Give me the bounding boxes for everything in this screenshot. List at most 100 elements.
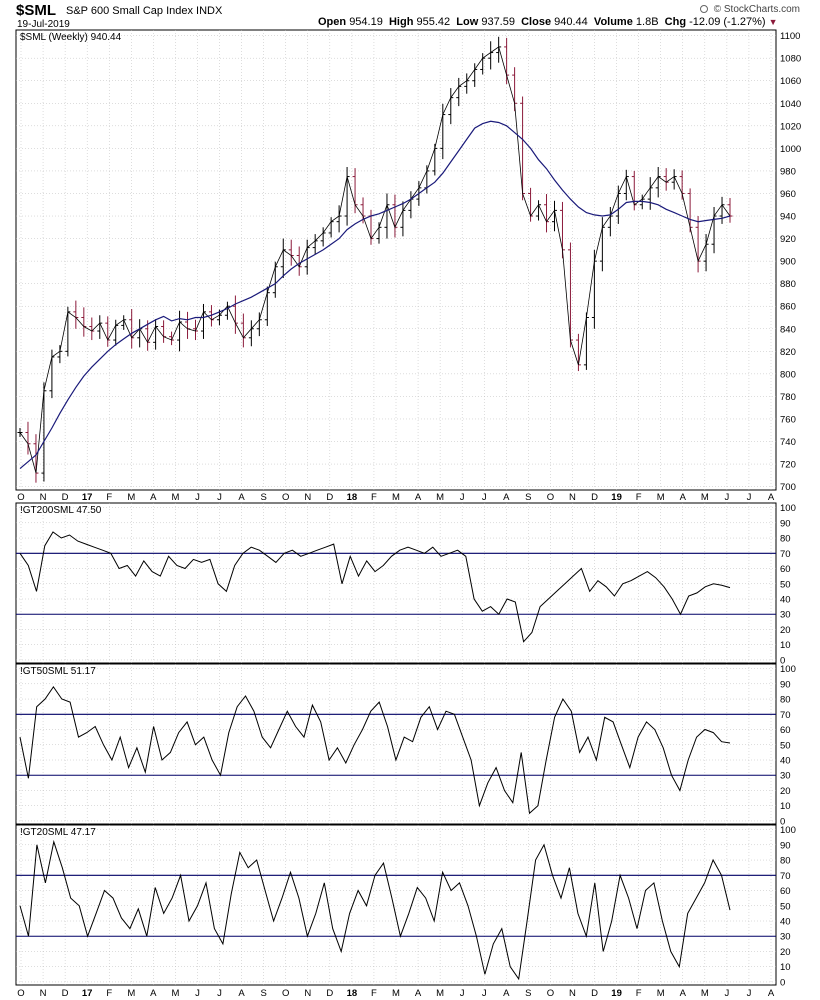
panel-title: $SML (Weekly) 940.44 [20,32,122,43]
x-tick-label: F [371,988,377,999]
panel-title: !GT20SML 47.17 [20,827,96,838]
y-tick-label: 900 [780,257,796,268]
x-tick-label: J [460,492,465,503]
y-tick-label: 920 [780,234,796,245]
y-tick-label: 70 [780,871,791,882]
x-tick-label: O [17,492,24,503]
y-tick-label: 0 [780,816,785,827]
y-tick-label: 1100 [780,31,800,42]
y-tick-label: 800 [780,369,796,380]
x-tick-label: M [657,492,665,503]
y-tick-label: 740 [780,437,796,448]
low-value: 937.59 [481,16,515,28]
x-tick-label: F [106,492,112,503]
chg-label: Chg [664,16,687,28]
x-tick-label: J [747,492,752,503]
x-tick-label: S [260,988,266,999]
y-tick-label: 70 [780,549,791,560]
y-tick-label: 80 [780,534,791,545]
y-tick-label: 0 [780,655,785,666]
description-text: S&P 600 Small Cap Index [66,5,193,17]
x-tick-label: M [127,988,135,999]
x-tick-label: J [217,988,222,999]
panel-title: !GT200SML 47.50 [20,505,102,516]
y-tick-label: 960 [780,189,796,200]
x-tick-label: S [260,492,266,503]
x-tick-label: J [217,492,222,503]
x-tick-label: A [768,988,775,999]
x-tick-label: O [17,988,24,999]
x-tick-label: M [701,988,709,999]
y-tick-label: 50 [780,579,791,590]
x-tick-label: A [415,988,422,999]
y-tick-label: 80 [780,695,791,706]
x-tick-label: S [525,492,531,503]
close-value: 940.44 [554,16,588,28]
panel-title: !GT50SML 51.17 [20,666,96,677]
x-tick-label: 18 [347,492,358,503]
breadth-line [19,686,731,815]
open-label: Open [318,16,347,28]
close-label: Close [521,16,552,28]
y-tick-label: 40 [780,917,791,928]
x-tick-label: M [436,492,444,503]
y-tick-label: 10 [780,801,791,812]
y-tick-label: 40 [780,756,791,767]
x-tick-label: J [482,492,487,503]
moving-average-line [19,120,731,470]
y-tick-label: 50 [780,740,791,751]
x-tick-label: 17 [82,492,93,503]
price-close-line [19,46,731,474]
x-tick-label: O [547,492,554,503]
x-tick-label: D [62,492,69,503]
open-value: 954.19 [349,16,383,28]
y-tick-label: 940 [780,212,796,223]
x-tick-label: O [282,988,289,999]
price-bars [17,36,733,483]
x-tick-label: J [482,988,487,999]
y-tick-label: 60 [780,725,791,736]
x-tick-label: O [547,988,554,999]
y-tick-label: 980 [780,166,796,177]
y-tick-label: 860 [780,302,796,313]
x-tick-label: N [304,492,311,503]
y-tick-label: 20 [780,786,791,797]
y-tick-label: 720 [780,460,796,471]
stockcharts-logo-icon [700,5,708,13]
x-tick-label: 17 [82,988,93,999]
volume-value: 1.8B [635,16,659,28]
x-tick-label: J [195,988,200,999]
x-tick-label: A [150,492,157,503]
high-label: High [388,16,414,28]
x-tick-label: A [150,988,157,999]
ohlc-summary: Open 954.19 High 955.42 Low 937.59 Close… [318,16,778,28]
x-tick-label: D [591,492,598,503]
x-tick-label: F [106,988,112,999]
x-tick-label: A [503,988,510,999]
y-tick-label: 10 [780,640,791,651]
x-tick-label: F [371,492,377,503]
x-tick-label: M [701,492,709,503]
x-tick-label: A [680,988,687,999]
y-tick-label: 50 [780,901,791,912]
x-tick-label: D [591,988,598,999]
x-tick-label: J [460,988,465,999]
x-tick-label: M [392,988,400,999]
y-tick-label: 90 [780,518,791,529]
x-tick-label: F [636,988,642,999]
y-tick-label: 60 [780,886,791,897]
x-tick-label: N [40,492,47,503]
y-tick-label: 90 [780,679,791,690]
y-tick-label: 10 [780,962,791,973]
x-tick-label: A [238,492,245,503]
chart-date: 19-Jul-2019 [17,19,70,30]
y-tick-label: 80 [780,856,791,867]
y-tick-label: 880 [780,279,796,290]
x-tick-label: M [657,988,665,999]
x-tick-label: 19 [611,988,622,999]
symbol: $SML [16,2,57,19]
x-tick-label: N [304,988,311,999]
x-tick-label: M [171,492,179,503]
y-tick-label: 20 [780,625,791,636]
y-tick-label: 20 [780,947,791,958]
